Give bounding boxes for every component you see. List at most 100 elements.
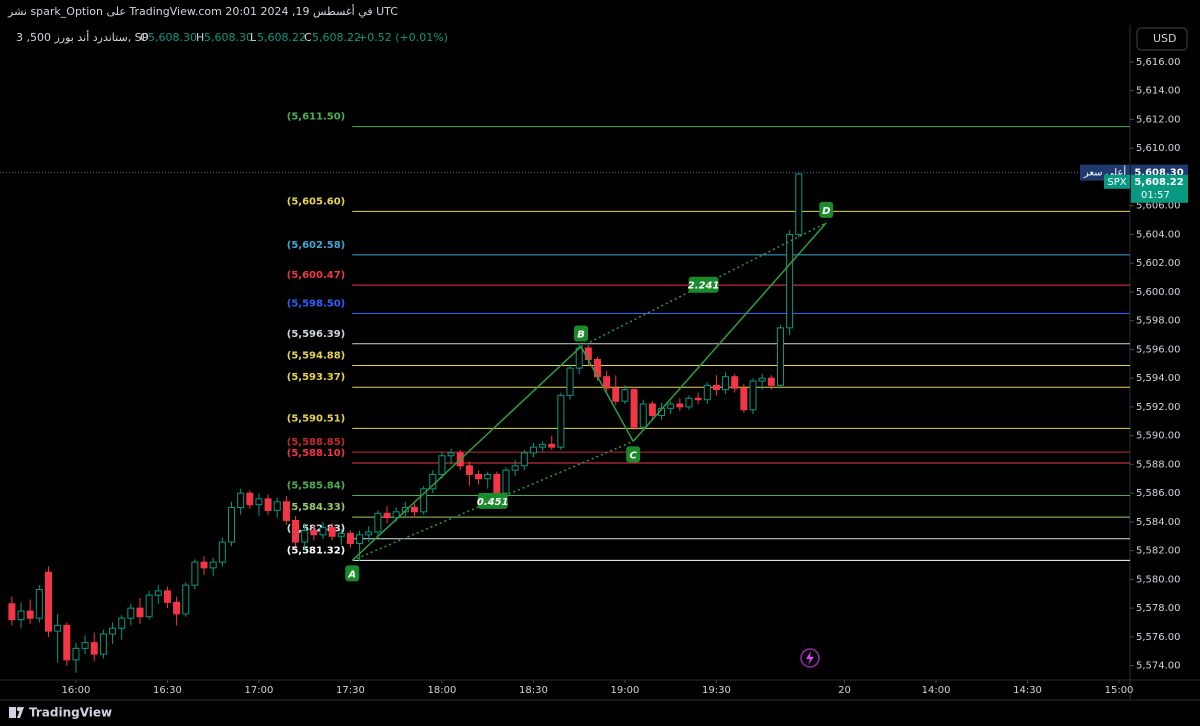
candle-body	[776, 327, 784, 386]
candle-body	[90, 642, 98, 655]
candle-body	[264, 498, 272, 511]
ratio-box	[477, 492, 508, 509]
pattern-leg	[580, 346, 634, 442]
candle-body	[227, 507, 235, 543]
fib-level-label: (5,594.88)	[287, 351, 346, 362]
candle-body	[145, 594, 153, 618]
candle-body	[218, 541, 226, 563]
y-tick-label: 5,588.00	[1136, 459, 1181, 470]
published-note: نشر spark_Option على TradingView.com في …	[7, 4, 398, 18]
pattern-point-label: D	[822, 206, 830, 217]
symbol: SPX	[1107, 177, 1126, 188]
candle-body	[35, 588, 43, 619]
candle-body	[63, 624, 71, 661]
candle-body	[584, 347, 592, 360]
y-tick-label: 5,596.00	[1136, 344, 1181, 355]
y-tick-label: 5,594.00	[1136, 373, 1181, 384]
candle-body	[465, 465, 473, 475]
candle-body	[392, 511, 400, 519]
currency[interactable]: USD	[1153, 32, 1177, 45]
candle-body	[72, 647, 80, 661]
candle-body	[529, 446, 537, 454]
ohlc-legend: O 5,608.30 H 5,608.30 L 5,608.22 C 5,608…	[140, 31, 448, 44]
x-tick-label: 20	[838, 685, 851, 696]
candle-body	[539, 443, 547, 448]
candle-body	[749, 380, 757, 411]
lightning-icon[interactable]	[800, 648, 820, 668]
candle-body	[612, 387, 620, 402]
candle-body	[282, 501, 290, 521]
fib-level-label: (5,598.50)	[287, 298, 346, 309]
pattern-point-box	[819, 201, 834, 218]
x-tick-label: 17:30	[336, 685, 365, 696]
x-tick-label: 19:30	[702, 685, 731, 696]
candle-body	[17, 610, 25, 621]
candle-body	[273, 501, 281, 511]
last-price-tag	[1131, 174, 1188, 203]
candle-body	[109, 627, 117, 635]
candle-body	[209, 561, 217, 569]
candle-body	[621, 389, 629, 402]
x-tick-label: 14:30	[1013, 685, 1042, 696]
candle-body	[630, 389, 638, 428]
o-key: O	[140, 31, 149, 44]
y-tick-label: 5,574.00	[1136, 661, 1181, 672]
candle-body	[118, 617, 126, 629]
candle-body	[401, 507, 409, 513]
candle-body	[475, 473, 483, 480]
l-value: 5,608.22	[257, 31, 306, 44]
candle-body	[694, 397, 702, 401]
candle-body	[420, 488, 428, 513]
pattern-leg	[632, 222, 827, 442]
candle-body	[676, 403, 684, 408]
fib-level-label: (5,602.58)	[287, 240, 346, 251]
change: +0.52 (+0.01%)	[358, 31, 448, 44]
fib-level-label: (5,596.39)	[287, 329, 346, 340]
candle-body	[438, 455, 446, 475]
candle-body	[136, 607, 144, 618]
pattern-point-box	[345, 565, 360, 582]
candle-body	[346, 532, 354, 544]
candle-body	[99, 633, 107, 655]
candle-body	[356, 534, 364, 544]
candle-body	[639, 403, 647, 428]
candle-body	[484, 473, 492, 480]
x-tick-label: 16:00	[62, 685, 91, 696]
currency-button[interactable]	[1136, 27, 1188, 51]
pattern-point-box	[574, 325, 589, 342]
c-key: C	[304, 31, 312, 44]
candle-body	[703, 384, 711, 401]
candle-body	[301, 530, 309, 543]
ratio-box	[688, 276, 719, 293]
y-tick-label: 5,602.00	[1136, 258, 1181, 269]
candle-body	[173, 601, 181, 615]
pattern-point-label: A	[347, 569, 356, 580]
x-tick-label: 17:00	[245, 685, 274, 696]
candle-body	[255, 498, 263, 506]
candle-body	[410, 507, 418, 513]
y-tick-label: 5,586.00	[1136, 488, 1181, 499]
fib-level-label: (5,585.84)	[287, 480, 346, 491]
x-tick-label: 18:00	[428, 685, 457, 696]
x-tick-label: 18:30	[519, 685, 548, 696]
y-tick-label: 5,592.00	[1136, 402, 1181, 413]
y-tick-label: 5,604.00	[1136, 229, 1181, 240]
candle-body	[328, 527, 336, 537]
candle-body	[54, 624, 62, 632]
candle-body	[520, 452, 528, 467]
y-tick-label: 5,612.00	[1136, 114, 1181, 125]
c-value: 5,608.22	[312, 31, 361, 44]
pattern-point-label: B	[577, 330, 585, 341]
candle-body	[502, 469, 510, 494]
candle-body	[566, 367, 574, 396]
y-tick-label: 5,610.00	[1136, 143, 1181, 154]
pattern-point-label: C	[629, 450, 637, 461]
fib-level-label: (5,588.85)	[287, 437, 346, 448]
candle-body	[44, 571, 52, 632]
y-tick-label: 5,600.00	[1136, 287, 1181, 298]
pattern-point-box	[626, 446, 641, 463]
candle-body	[648, 403, 656, 417]
candle-body	[26, 610, 34, 619]
pattern-leg	[351, 345, 582, 561]
